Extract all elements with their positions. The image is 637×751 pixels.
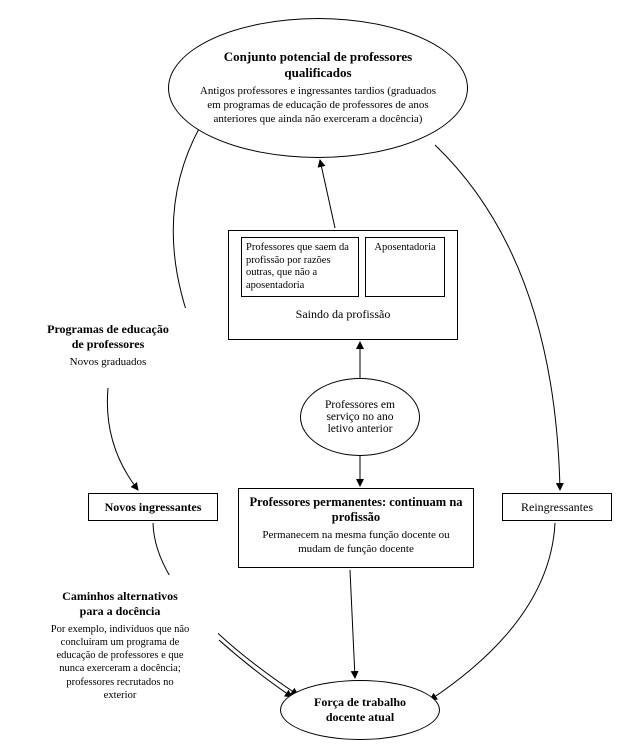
permanent-title: Professores permanentes: continuam na pr…	[247, 495, 465, 525]
new-entrants-label: Novos ingressantes	[105, 500, 202, 515]
permanent-desc: Permanecem na mesma função docente ou mu…	[247, 529, 465, 557]
programs-desc: Novos graduados	[42, 356, 174, 370]
workforce-line2: docente atual	[291, 710, 429, 725]
edge	[219, 640, 292, 697]
node-alternative-paths: Caminhos alternativos para a docência Po…	[22, 575, 218, 695]
node-current-workforce: Força de trabalho docente atual	[280, 680, 440, 740]
node-reentrants: Reingressantes	[502, 493, 612, 521]
prev-year-line3: letivo anterior	[309, 423, 411, 435]
workforce-line1: Força de trabalho	[291, 695, 429, 710]
node-leaving-profession: Professores que saem da profissão por ra…	[228, 230, 458, 340]
leaving-retirement: Aposentadoria	[365, 237, 445, 297]
reentrants-label: Reingressantes	[521, 500, 593, 515]
alt-paths-title: Caminhos alternativos para a docência	[50, 589, 190, 619]
node-potential-pool: Conjunto potencial de professores qualif…	[168, 18, 468, 158]
potential-pool-title: Conjunto potencial de professores qualif…	[197, 49, 439, 81]
edge	[107, 388, 138, 490]
alt-paths-desc: Por exemplo, indivíduos que não concluír…	[50, 623, 190, 702]
edge	[350, 570, 355, 678]
node-permanent-teachers: Professores permanentes: continuam na pr…	[238, 488, 474, 568]
node-prev-year-teachers: Professores em serviço no ano letivo ant…	[300, 378, 420, 456]
node-education-programs: Programas de educação de professores Nov…	[18, 308, 198, 386]
leaving-footer: Saindo da profissão	[237, 307, 449, 322]
programs-title: Programas de educação de professores	[42, 322, 174, 352]
prev-year-line2: serviço no ano	[309, 411, 411, 423]
edge	[320, 160, 335, 228]
potential-pool-desc: Antigos professores e ingressantes tardi…	[197, 85, 439, 126]
node-new-entrants: Novos ingressantes	[88, 493, 218, 521]
prev-year-line1: Professores em	[309, 399, 411, 411]
edge	[173, 110, 210, 335]
leaving-other-reasons: Professores que saem da profissão por ra…	[241, 237, 359, 297]
